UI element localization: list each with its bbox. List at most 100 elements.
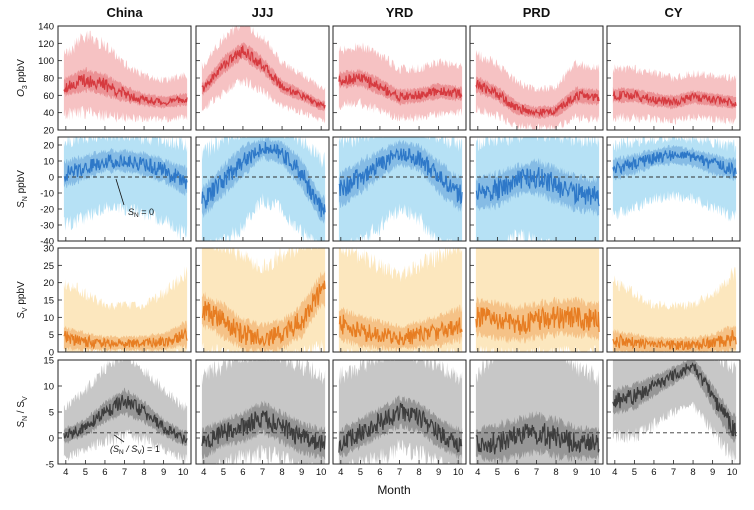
x-tick-label: 4 — [475, 467, 480, 478]
x-tick-label: 10 — [453, 467, 464, 478]
panel-ratio-cy: 4 5 6 7 8 9 10 — [606, 359, 741, 478]
y-tick-label: -40 — [40, 237, 54, 248]
y-tick-label: 0 — [49, 348, 54, 359]
panel-plot-area — [338, 248, 463, 352]
series-line — [338, 73, 463, 103]
x-tick-label: 8 — [690, 467, 695, 478]
panel-plot-area — [201, 248, 326, 352]
y-tick-label: 0 — [49, 173, 54, 184]
series-line — [63, 394, 188, 445]
panel-plot-area — [63, 266, 188, 352]
panel-sn-cy — [606, 136, 741, 242]
series-line — [612, 150, 737, 177]
y-tick-label: 15 — [43, 356, 54, 367]
series-line — [201, 410, 326, 452]
y-tick-label: 120 — [38, 39, 54, 50]
y-label-main: S — [16, 421, 27, 428]
series-inner-band — [201, 400, 326, 461]
y-tick-label: 80 — [43, 74, 54, 85]
series-inner-band — [612, 86, 737, 110]
annotation-text: (SN / SV) = 1 — [110, 444, 160, 456]
y-label-main: S — [16, 201, 27, 208]
series-band — [201, 26, 326, 124]
x-tick-label: 9 — [436, 467, 441, 478]
column-title: CY — [664, 5, 682, 20]
panel-plot-area — [612, 64, 737, 125]
y-tick-label: 25 — [43, 261, 54, 272]
y-label-sub2: V — [22, 396, 29, 401]
series-line — [475, 79, 600, 118]
panel-plot-area — [470, 360, 603, 464]
series-inner-band — [612, 144, 737, 181]
series-line — [612, 330, 737, 351]
series-line — [201, 45, 326, 109]
x-tick-label: 8 — [553, 467, 558, 478]
annotation-pre: (S — [110, 444, 119, 454]
series-band — [475, 137, 600, 241]
panel-sv-yrd — [332, 247, 467, 353]
x-tick-label: 10 — [316, 467, 327, 478]
x-tick-label: 9 — [573, 467, 578, 478]
panel-plot-area — [58, 360, 191, 464]
series-line — [201, 280, 326, 348]
y-tick-label: 15 — [43, 296, 54, 307]
annotation-sub: N — [119, 449, 124, 456]
series-inner-band — [63, 148, 188, 196]
y-label-sub: 3 — [22, 85, 29, 89]
series-band — [338, 137, 463, 241]
x-tick-label: 10 — [178, 467, 189, 478]
series-inner-band — [338, 139, 463, 213]
series-band — [338, 42, 463, 123]
y-tick-label: 5 — [49, 330, 54, 341]
y-tick-label: 10 — [43, 313, 54, 324]
x-tick-label: 6 — [651, 467, 656, 478]
annotation-tail: ) = 1 — [142, 444, 160, 454]
panel-plot-area — [333, 360, 466, 464]
x-tick-label: 5 — [358, 467, 363, 478]
series-inner-band — [475, 76, 600, 119]
y-tick-label: 20 — [43, 141, 54, 152]
panel-sv-cy — [606, 247, 741, 353]
panel-o3-jjj — [195, 25, 330, 131]
panel-plot-area — [607, 360, 740, 464]
panel-plot-area — [607, 137, 740, 222]
annotation-sub2: V — [137, 449, 142, 456]
series-inner-band — [475, 157, 600, 217]
y-label-sub: N — [22, 196, 29, 201]
series-inner-band — [338, 304, 463, 352]
y-label-main: O — [16, 89, 27, 97]
x-tick-label: 7 — [122, 467, 127, 478]
panel-plot-area — [63, 30, 188, 123]
series-line — [475, 306, 600, 336]
y-tick-label: -5 — [46, 460, 54, 471]
panel-sn-yrd — [332, 136, 467, 242]
column-title: China — [106, 5, 143, 20]
series-line — [612, 362, 737, 437]
series-band — [612, 360, 737, 464]
panel-ratio-prd: 4 5 6 7 8 9 10 — [469, 359, 604, 478]
x-tick-label: 6 — [102, 467, 107, 478]
panel-plot-area — [196, 360, 329, 464]
x-tick-label: 9 — [299, 467, 304, 478]
x-tick-label: 7 — [397, 467, 402, 478]
x-tick-label: 9 — [161, 467, 166, 478]
series-inner-band — [201, 137, 326, 224]
x-tick-label: 10 — [727, 467, 738, 478]
series-line — [475, 167, 600, 207]
column-title: JJJ — [252, 5, 274, 20]
y-axis-label: SV ppbV — [16, 281, 29, 319]
annotation-arrow — [115, 178, 125, 206]
x-tick-label: 4 — [63, 467, 68, 478]
x-tick-label: 4 — [612, 467, 617, 478]
panel-plot-area — [201, 26, 326, 124]
y-tick-label: 140 — [38, 22, 54, 33]
series-band — [63, 137, 188, 240]
annotation-sub: N — [134, 212, 139, 219]
series-inner-band — [338, 68, 463, 106]
x-tick-label: 6 — [514, 467, 519, 478]
series-line — [475, 423, 600, 455]
panel-sn-prd — [469, 136, 604, 242]
series-line — [338, 402, 463, 453]
y-axis-label: SN ppbV — [16, 170, 29, 208]
y-tick-label: 60 — [43, 91, 54, 102]
